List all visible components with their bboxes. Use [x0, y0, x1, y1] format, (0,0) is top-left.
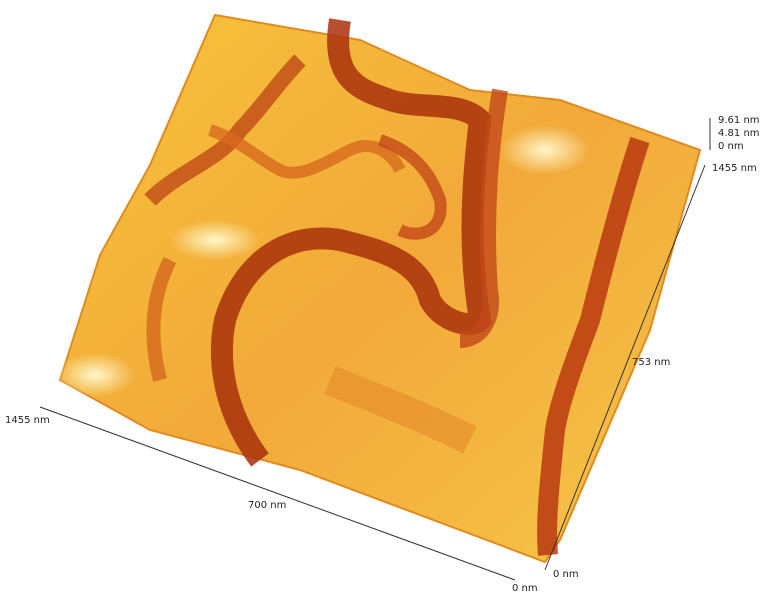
- x-max-label: 1455 nm: [5, 415, 50, 426]
- x-min-label: 0 nm: [512, 583, 538, 592]
- y-mid-label: 753 nm: [632, 357, 670, 368]
- z-mid-label: 4.81 nm: [718, 128, 760, 139]
- z-min-label: 0 nm: [718, 141, 744, 152]
- afm-image: 9.61 nm 4.81 nm 0 nm 1455 nm 753 nm 0 nm…: [0, 0, 761, 592]
- y-max-label: 1455 nm: [712, 163, 757, 174]
- y-min-label: 0 nm: [553, 569, 579, 580]
- x-mid-label: 700 nm: [248, 500, 286, 511]
- surface: [55, 15, 700, 562]
- z-max-label: 9.61 nm: [718, 115, 760, 126]
